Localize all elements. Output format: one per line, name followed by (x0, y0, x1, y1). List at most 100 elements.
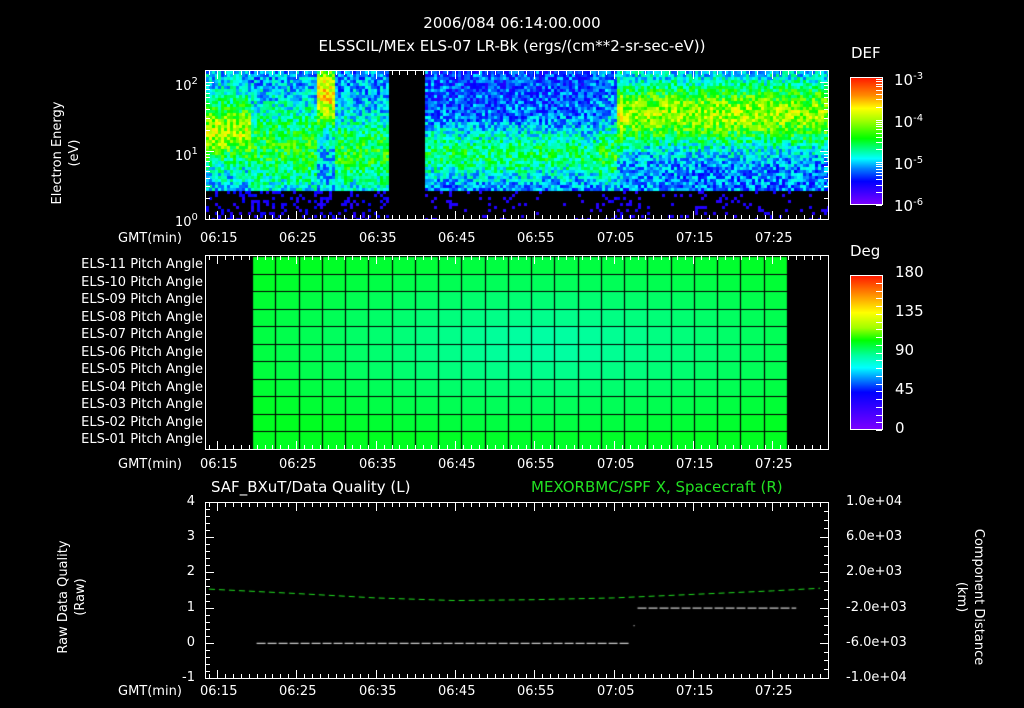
axis-tick (205, 657, 210, 658)
axis-tick (824, 178, 829, 179)
axis-tick (677, 70, 678, 75)
axis-tick (876, 322, 882, 323)
axis-tick (384, 255, 385, 260)
axis-tick (876, 422, 882, 423)
axis-tick (709, 70, 710, 75)
axis-tick (439, 255, 440, 260)
axis-tick (336, 674, 337, 679)
axis-tick (447, 674, 448, 679)
axis-tick (205, 502, 214, 503)
ylabel-line2: (eV) (67, 139, 82, 167)
axis-tick (693, 70, 694, 79)
axis-tick (741, 502, 742, 507)
axis-tick (217, 670, 218, 679)
axis-tick (542, 70, 543, 75)
time-tick-label: 07:15 (676, 231, 714, 246)
axis-tick (780, 674, 781, 679)
axis-tick (518, 215, 519, 220)
axis-tick (352, 215, 353, 220)
axis-tick (205, 89, 210, 90)
axis-tick (645, 255, 646, 260)
axis-tick (606, 255, 607, 260)
axis-tick (447, 255, 448, 260)
axis-tick (824, 198, 829, 199)
axis-tick (653, 215, 654, 220)
axis-tick (368, 674, 369, 679)
axis-tick (423, 674, 424, 679)
axis-tick (653, 674, 654, 679)
axis-tick (304, 215, 305, 220)
axis-tick (368, 502, 369, 507)
axis-tick (487, 70, 488, 75)
axis-tick (772, 441, 773, 450)
axis-tick (360, 445, 361, 450)
axis-tick (590, 445, 591, 450)
axis-tick (828, 674, 829, 679)
axis-tick (876, 337, 882, 338)
axis-tick (876, 306, 882, 307)
axis-tick (296, 441, 297, 450)
axis-tick (431, 70, 432, 75)
axis-tick (733, 70, 734, 75)
axis-tick (249, 70, 250, 75)
axis-tick (876, 314, 882, 315)
axis-tick (205, 601, 210, 602)
axis-tick (205, 537, 214, 538)
axis-tick (765, 255, 766, 260)
axis-tick (669, 674, 670, 679)
axis-tick (320, 445, 321, 450)
axis-tick (407, 255, 408, 260)
axis-tick (312, 445, 313, 450)
axis-tick (225, 445, 226, 450)
axis-tick (717, 70, 718, 75)
axis-tick (788, 70, 789, 75)
axis-tick (622, 674, 623, 679)
axis-tick (320, 215, 321, 220)
axis-tick (606, 445, 607, 450)
axis-tick (249, 674, 250, 679)
axis-tick (725, 70, 726, 75)
pitch-angle-grid (206, 256, 828, 449)
axis-tick (876, 94, 882, 95)
axis-tick (622, 215, 623, 220)
axis-tick (876, 99, 882, 100)
deg-tick-135: 135 (895, 302, 924, 320)
axis-tick (630, 70, 631, 75)
axis-tick (503, 502, 504, 507)
axis-tick (630, 215, 631, 220)
axis-tick (550, 502, 551, 507)
axis-tick (876, 399, 882, 400)
axis-tick (205, 629, 210, 630)
axis-tick (824, 528, 829, 529)
axis-tick (455, 502, 456, 511)
axis-tick (566, 445, 567, 450)
axis-tick (876, 384, 882, 385)
axis-tick (765, 502, 766, 507)
axis-tick (225, 674, 226, 679)
axis-tick (772, 255, 773, 264)
axis-tick (352, 70, 353, 75)
axis-tick (384, 674, 385, 679)
axis-tick (824, 511, 829, 512)
pitch-row-label: ELS-01 Pitch Angle (81, 432, 203, 447)
axis-tick (205, 615, 210, 616)
left-ytick-label: 2 (186, 564, 195, 579)
axis-tick (511, 70, 512, 75)
axis-tick (431, 215, 432, 220)
axis-tick (399, 502, 400, 507)
axis-tick (399, 674, 400, 679)
axis-tick (205, 161, 210, 162)
axis-tick (796, 445, 797, 450)
axis-tick (479, 255, 480, 260)
axis-tick (749, 215, 750, 220)
axis-tick (439, 215, 440, 220)
time-axis-label-3: GMT(min) (118, 684, 182, 699)
axis-tick (749, 70, 750, 75)
axis-tick (471, 70, 472, 75)
axis-tick (463, 502, 464, 507)
axis-tick (233, 255, 234, 260)
axis-tick (209, 674, 210, 679)
axis-tick (876, 368, 882, 369)
axis-tick (876, 81, 882, 82)
axis-tick (876, 124, 882, 125)
